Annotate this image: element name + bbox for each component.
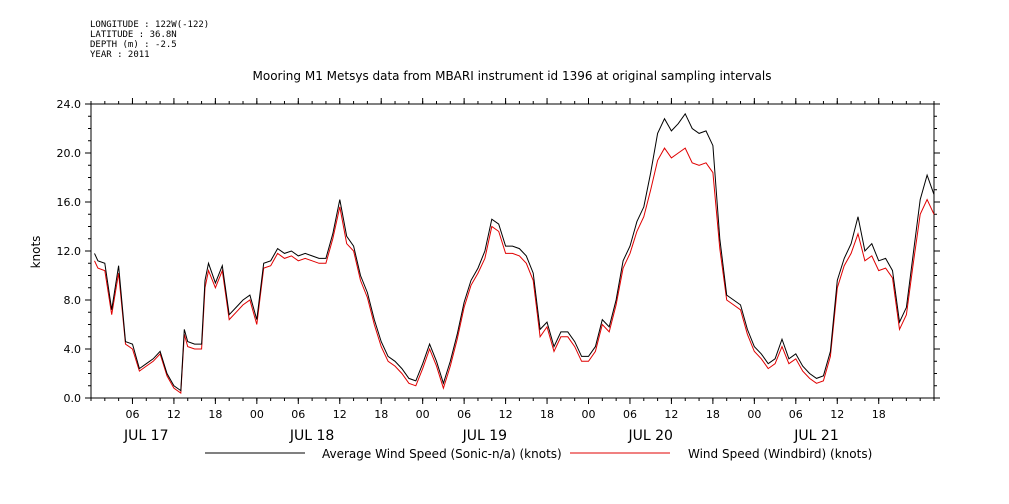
x-tick-label: 00: [747, 408, 761, 421]
x-tick-label: 06: [125, 408, 139, 421]
x-tick-label: 18: [374, 408, 388, 421]
y-tick-label: 12.0: [57, 245, 82, 258]
y-tick-label: 20.0: [57, 147, 82, 160]
y-axis-label: knots: [29, 236, 43, 269]
x-day-label: JUL 20: [627, 428, 672, 444]
x-tick-label: 18: [208, 408, 222, 421]
x-tick-label: 12: [664, 408, 678, 421]
metadata-block: LONGITUDE : 122W(-122) LATITUDE : 36.8N …: [90, 20, 209, 60]
x-tick-label: 06: [789, 408, 803, 421]
series-lines: [94, 112, 935, 395]
longitude-text: LONGITUDE : 122W(-122): [90, 20, 210, 30]
x-tick-label: 06: [291, 408, 305, 421]
plot-frame: [90, 103, 935, 399]
x-tick-label: 18: [540, 408, 554, 421]
x-tick-label: 00: [250, 408, 264, 421]
x-tick-label: 00: [582, 408, 596, 421]
series-line-windbird-wind-speed: [94, 147, 935, 395]
depth-text: DEPTH (m) : -2.5: [90, 40, 177, 50]
x-day-label: JUL 17: [123, 428, 168, 444]
legend-label: Average Wind Speed (Sonic-n/a) (knots): [322, 447, 562, 461]
x-tick-label: 12: [830, 408, 844, 421]
x-day-label: JUL 19: [462, 428, 507, 444]
x-tick-label: 12: [333, 408, 347, 421]
axes: 0.0 4.0 8.0 12.0 16.0 20.0 24.0 06 12 18 00 06 12 18 0…: [57, 98, 940, 444]
y-tick-label: 16.0: [57, 196, 82, 209]
x-tick-label: 06: [623, 408, 637, 421]
x-tick-label: 18: [872, 408, 886, 421]
x-tick-label: 00: [416, 408, 430, 421]
y-tick-label: 24.0: [57, 98, 82, 111]
x-tick-label: 06: [457, 408, 471, 421]
x-tick-label: 12: [499, 408, 513, 421]
y-tick-label: 4.0: [64, 343, 82, 356]
x-tick-label: 12: [167, 408, 181, 421]
year-text: YEAR : 2011: [90, 50, 150, 60]
x-day-label: JUL 18: [289, 428, 334, 444]
latitude-text: LATITUDE : 36.8N: [90, 30, 177, 40]
y-tick-label: 0.0: [64, 392, 82, 405]
x-day-label: JUL 21: [793, 428, 838, 444]
x-tick-label: 18: [706, 408, 720, 421]
legend-label: Wind Speed (Windbird) (knots): [688, 447, 872, 461]
chart-title: Mooring M1 Metsys data from MBARI instru…: [253, 69, 772, 83]
y-tick-label: 8.0: [64, 294, 82, 307]
legend: Average Wind Speed (Sonic-n/a) (knots) Wi…: [205, 447, 872, 461]
series-line-average-wind-speed: [94, 112, 935, 392]
